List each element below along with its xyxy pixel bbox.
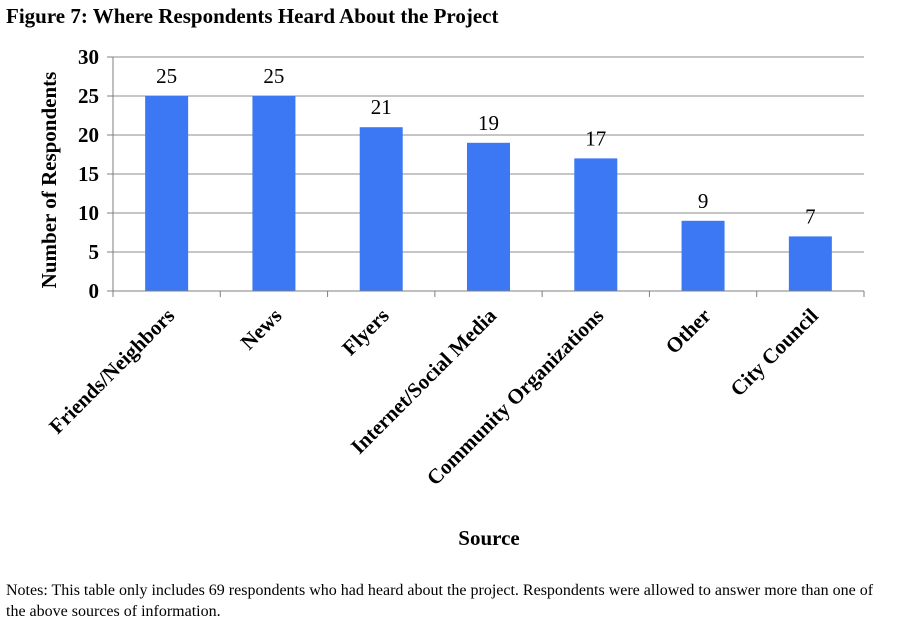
bar xyxy=(681,220,725,291)
bar xyxy=(252,96,296,291)
bar xyxy=(359,127,403,291)
data-label: 9 xyxy=(698,189,709,213)
data-label: 7 xyxy=(805,204,816,228)
y-tick-label: 25 xyxy=(78,84,99,108)
figure-title: Figure 7: Where Respondents Heard About … xyxy=(6,4,499,28)
notes-text: Notes: This table only includes 69 respo… xyxy=(6,582,874,620)
y-tick-label: 15 xyxy=(78,162,99,186)
x-tick-labels: Friends/Neighbors News FlyersInternet/Soci… xyxy=(44,303,823,490)
y-tick-label: 10 xyxy=(78,201,99,225)
data-label: 17 xyxy=(585,126,606,150)
bar xyxy=(145,96,189,291)
data-label: 21 xyxy=(371,95,392,119)
x-tick-label: Flyers xyxy=(337,304,394,361)
x-tick-label: News xyxy=(236,304,287,355)
y-axis-label: Number of Respondents xyxy=(37,72,61,289)
data-label: 25 xyxy=(263,64,284,88)
x-tick-label: Community Organizations xyxy=(422,304,609,491)
x-tick-label: Friends/Neighbors xyxy=(44,304,179,439)
bar xyxy=(467,142,510,291)
bar xyxy=(788,236,832,291)
bars xyxy=(145,96,832,291)
data-label: 25 xyxy=(156,64,177,88)
y-tick-label: 0 xyxy=(89,279,100,303)
y-tick-labels: 0 5 10 15 20 25 30 xyxy=(78,45,99,303)
x-tick-label: City Council xyxy=(725,303,823,401)
axes xyxy=(107,56,865,297)
y-tick-label: 5 xyxy=(89,240,100,264)
y-tick-label: 20 xyxy=(78,123,99,147)
x-axis-label: Source xyxy=(458,526,519,550)
bar-chart: 0 5 10 15 20 25 30 Friends/Neighbors News Flyers… xyxy=(37,45,865,550)
y-tick-label: 30 xyxy=(78,45,99,69)
data-labels: 25 25 21 19 17 9 7 xyxy=(156,64,815,228)
data-label: 19 xyxy=(478,111,499,135)
bar xyxy=(574,158,618,291)
x-tick-label: Other xyxy=(661,304,716,359)
